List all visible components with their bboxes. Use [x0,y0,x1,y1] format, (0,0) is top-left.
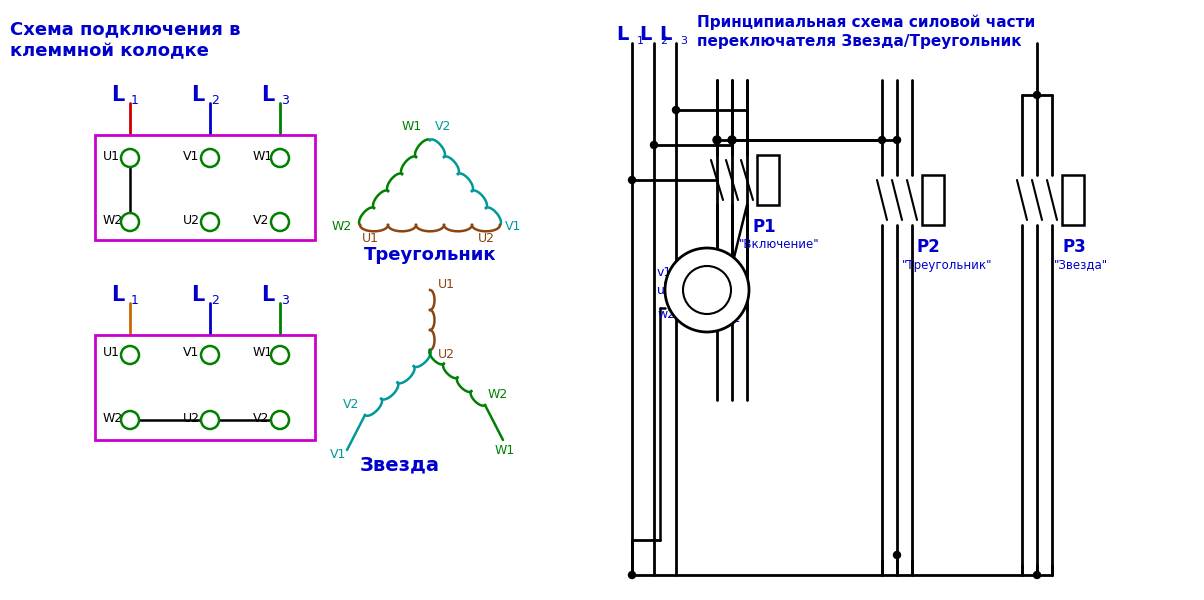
Text: 2: 2 [660,36,667,46]
Text: V2: V2 [343,398,359,412]
Text: 3: 3 [680,36,687,46]
Text: L: L [660,25,672,44]
Text: Схема подключения в
клеммной колодке: Схема подключения в клеммной колодке [10,20,241,60]
Text: U1: U1 [438,278,455,292]
Text: u1: u1 [657,283,673,296]
Circle shape [665,248,749,332]
Circle shape [201,346,219,364]
Text: P3: P3 [1062,238,1086,256]
Text: 1: 1 [637,36,644,46]
Text: P1: P1 [752,218,775,236]
Circle shape [120,213,138,231]
Text: V1: V1 [183,149,200,163]
Text: W2: W2 [332,220,353,233]
Circle shape [271,411,289,429]
Circle shape [120,411,138,429]
Text: 2: 2 [211,94,219,107]
Circle shape [1033,571,1040,578]
Bar [757,155,779,205]
Text: Треугольник: Треугольник [364,246,496,264]
Text: L: L [261,85,275,105]
Text: Принципиальная схема силовой части
переключателя Звезда/Треугольник: Принципиальная схема силовой части перек… [697,15,1035,49]
Text: L: L [190,85,203,105]
Text: L: L [190,285,203,305]
Text: W1: W1 [253,149,273,163]
Text: V1: V1 [183,346,200,359]
Text: L: L [639,25,653,44]
Circle shape [893,136,901,143]
Bar [95,135,315,240]
Circle shape [628,571,636,578]
Bar [1062,175,1084,225]
Text: 1: 1 [131,94,138,107]
Text: Звезда: Звезда [360,455,439,475]
Text: W2: W2 [104,412,123,425]
Circle shape [673,107,679,113]
Text: W1: W1 [253,346,273,359]
Text: U2: U2 [183,412,200,425]
Text: U1: U1 [362,232,379,245]
Circle shape [879,136,885,143]
Circle shape [201,149,219,167]
Text: V2: V2 [253,412,270,425]
Text: 3: 3 [281,94,289,107]
Circle shape [728,136,736,144]
Text: V1: V1 [504,220,521,233]
Circle shape [120,346,138,364]
Text: 3: 3 [281,293,289,307]
Circle shape [683,266,731,314]
Text: L: L [616,25,628,44]
Circle shape [201,411,219,429]
Text: 2: 2 [211,293,219,307]
Bar [95,335,315,440]
Circle shape [271,213,289,231]
Circle shape [1033,91,1040,98]
Text: W1: W1 [712,265,732,278]
Text: W2: W2 [488,389,508,401]
Text: L: L [111,285,124,305]
Circle shape [120,149,138,167]
Text: U2: U2 [478,232,495,245]
Bar [922,175,944,225]
Circle shape [893,551,901,559]
Circle shape [271,346,289,364]
Text: L: L [261,285,275,305]
Text: "Звезда": "Звезда" [1054,259,1108,271]
Text: P2: P2 [917,238,940,256]
Circle shape [628,176,636,184]
Text: V2: V2 [253,214,270,226]
Circle shape [201,213,219,231]
Circle shape [271,149,289,167]
Text: w2: w2 [657,308,675,322]
Text: W1: W1 [402,119,423,133]
Text: 1: 1 [131,293,138,307]
Text: u2: u2 [712,301,727,314]
Text: "Включение": "Включение" [739,238,820,251]
Circle shape [713,136,721,144]
Text: W2: W2 [104,214,123,226]
Text: V2: V2 [725,311,742,325]
Text: V1: V1 [330,449,347,461]
Text: W1: W1 [495,443,515,457]
Text: U1: U1 [104,346,120,359]
Text: U1: U1 [104,149,120,163]
Text: U2: U2 [438,349,455,361]
Text: v1: v1 [657,265,672,278]
Text: "Треугольник": "Треугольник" [902,259,992,271]
Text: L: L [111,85,124,105]
Text: V2: V2 [435,119,452,133]
Text: U2: U2 [183,214,200,226]
Circle shape [650,142,657,148]
Text: М: М [698,281,715,299]
